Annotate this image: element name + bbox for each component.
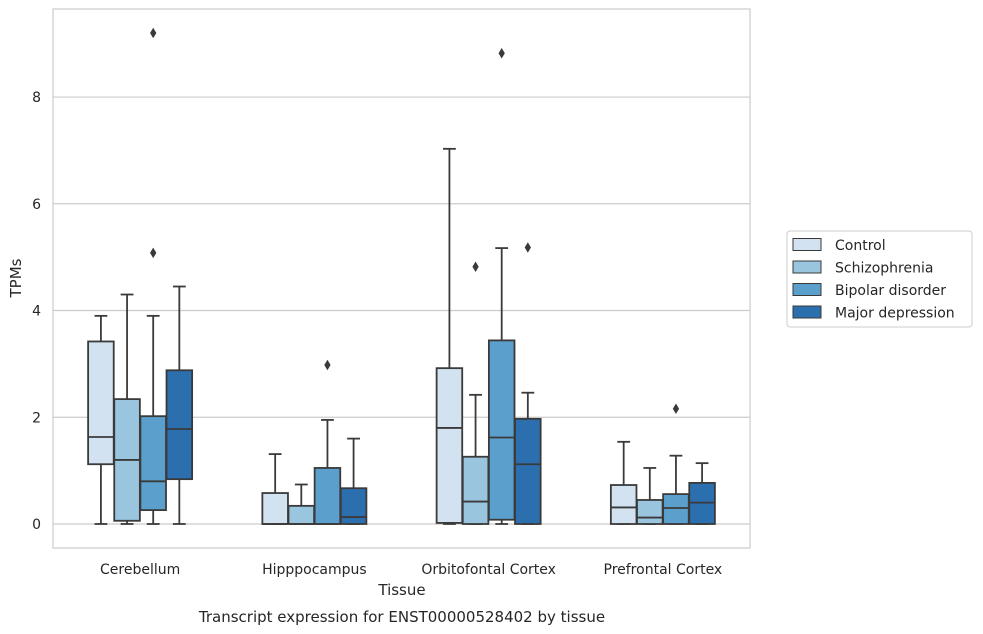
- plot-frame: [52, 8, 751, 549]
- x-tick-label: Orbitofontal Cortex: [421, 562, 556, 578]
- outlier-point: [324, 359, 331, 371]
- box-body: [609, 484, 638, 525]
- legend: Control Schizophrenia Bipolar disorder Majo…: [786, 230, 973, 328]
- y-tick-label: 6: [32, 197, 41, 213]
- y-tick-label: 2: [32, 410, 41, 426]
- box: [113, 293, 141, 525]
- legend-label: Control: [835, 238, 886, 254]
- box-body: [435, 367, 464, 524]
- chart-caption: Transcript expression for ENST0000052840…: [198, 608, 605, 626]
- legend-label: Bipolar disorder: [835, 283, 946, 299]
- box: [487, 48, 516, 525]
- legend-swatch: [792, 260, 822, 274]
- outlier-point: [472, 261, 479, 273]
- y-tick-label: 0: [32, 517, 41, 533]
- legend-label: Schizophrenia: [835, 261, 933, 277]
- box-series: [87, 27, 716, 525]
- legend-swatch: [792, 283, 822, 296]
- x-tick-label: Prefrontal Cortex: [604, 562, 723, 578]
- box: [287, 483, 316, 525]
- y-tick-label: 4: [32, 304, 41, 320]
- box-body: [636, 499, 664, 525]
- y-axis-label: TPMs: [7, 258, 25, 298]
- outlier-point: [524, 242, 531, 253]
- outlier-point: [150, 27, 157, 39]
- box: [261, 453, 289, 525]
- y-tick-label: 8: [32, 90, 41, 106]
- box-body: [339, 487, 368, 525]
- x-tick-labels: Cerebellum Hipppocampus Orbitofontal Corte…: [100, 562, 722, 578]
- box: [636, 467, 664, 525]
- box-body: [313, 467, 342, 525]
- box: [609, 440, 638, 525]
- box: [165, 285, 194, 525]
- box: [313, 359, 342, 525]
- box-body: [514, 417, 542, 525]
- legend-frame: [786, 230, 973, 328]
- outlier-point: [672, 403, 680, 414]
- box: [514, 242, 542, 525]
- box: [662, 403, 690, 525]
- box-body: [287, 504, 316, 525]
- box: [87, 314, 115, 525]
- box: [139, 27, 167, 525]
- box: [461, 261, 490, 525]
- y-tick-labels: 0 2 4 6 8: [32, 90, 41, 533]
- x-axis-label: Tissue: [377, 581, 425, 599]
- box-body: [139, 415, 167, 512]
- x-tick-label: Cerebellum: [100, 562, 180, 578]
- box-body: [662, 493, 690, 525]
- legend-swatch: [792, 238, 822, 251]
- box-body: [165, 369, 194, 481]
- box-body: [87, 340, 115, 466]
- box: [688, 462, 716, 525]
- box-body: [261, 492, 289, 525]
- legend-swatch: [792, 305, 822, 319]
- box-body: [461, 455, 490, 525]
- box: [435, 147, 464, 525]
- outlier-point: [498, 48, 505, 59]
- legend-label: Major depression: [835, 306, 955, 322]
- outlier-point: [150, 247, 157, 259]
- box: [339, 437, 368, 525]
- x-tick-label: Hipppocampus: [262, 562, 367, 578]
- box-body: [487, 339, 516, 521]
